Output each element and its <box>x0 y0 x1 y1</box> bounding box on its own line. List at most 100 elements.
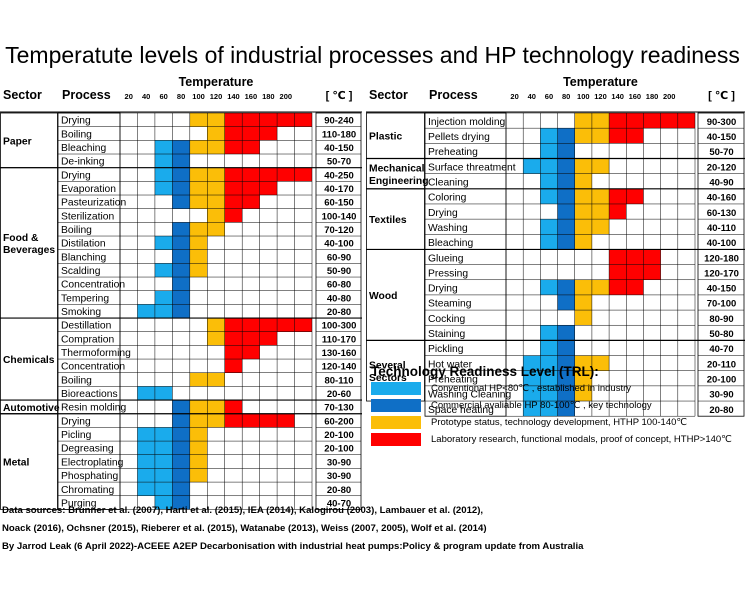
panel1-heat-cell <box>172 222 190 237</box>
panel2-heat-cell <box>591 279 610 295</box>
panel1-heat-cell <box>172 413 190 428</box>
panel1-heat-cell <box>172 140 190 155</box>
panel1-heat-cell <box>224 331 243 346</box>
panel1-heat-cell <box>224 140 243 155</box>
data-sources: Data sources: Brunner et al. (2007), Har… <box>2 502 742 556</box>
panel1-heat-cell <box>154 427 173 442</box>
panel1-heat-cell <box>224 181 243 196</box>
panel1-heat-cell <box>137 454 155 469</box>
panel2-heat-cell <box>677 113 695 129</box>
panel2-range-label: 40-110 <box>707 223 736 234</box>
panel2-range-label: 40-70 <box>709 344 733 355</box>
panel2-range-label: 40-150 <box>707 284 737 295</box>
panel2-heat-cell <box>626 279 644 295</box>
panel2-heat-cell <box>557 294 575 311</box>
panel2-range-label: 50-70 <box>709 147 733 158</box>
panel1-heat-cell <box>242 331 260 346</box>
panel1-tick-label: 40 <box>142 92 150 101</box>
panel1-heat-cell <box>172 441 190 455</box>
panel1-heat-cell <box>189 222 208 237</box>
panel1-heat-cell <box>137 441 155 455</box>
panel1-range-label: 20-60 <box>327 389 351 400</box>
panel2-range-label: 50-80 <box>709 329 733 340</box>
panel2-heat-cell <box>523 355 541 371</box>
panel1-heat-cell <box>137 482 155 496</box>
panel2-heat-cell <box>609 249 627 265</box>
panel1-heat-cell <box>207 400 225 414</box>
panel2-heat-cell <box>540 158 558 174</box>
panel2-heat-cell <box>557 128 575 144</box>
panel2-process-label: Pressing <box>428 268 468 279</box>
panel1-heat-cell <box>172 236 190 250</box>
panel2-heat-cell <box>591 355 610 371</box>
panel2-heat-cell <box>591 158 610 174</box>
panel1-heat-cell <box>207 222 225 237</box>
panel1-heat-cell <box>189 236 208 250</box>
panel2-heat-cell <box>574 203 592 220</box>
panel1-heat-cell <box>242 140 260 155</box>
panel1-range-label: 40-80 <box>327 293 351 304</box>
legend-label-commercial: Commercial avaliable HP 80-100℃ , key te… <box>431 400 652 411</box>
panel1-process-label: Pasteurization <box>61 198 127 209</box>
panel2-heat-cell <box>540 128 558 144</box>
panel2-heat-cell <box>557 401 575 417</box>
panel2-heat-cell <box>557 143 575 159</box>
panel1-process-label: Tempering <box>61 293 109 304</box>
panel1-process-label: Bioreactions <box>61 389 118 400</box>
panel1-heat-cell <box>154 454 173 469</box>
panel2-tick-label: 200 <box>663 92 676 101</box>
panel2-sector-label: Plastic <box>369 132 402 143</box>
panel1-heat-cell <box>207 167 225 182</box>
legend-swatch-prototype <box>371 416 421 429</box>
panel1-heat-cell <box>189 372 208 387</box>
panel1-heat-cell <box>172 427 190 442</box>
panel2-process-label: Hot water <box>428 359 473 370</box>
panel1-heat-cell <box>189 468 208 483</box>
panel1-heat-cell <box>242 167 260 182</box>
panel2-heat-cell <box>591 188 610 204</box>
panel1-range-label: 50-70 <box>327 157 351 168</box>
panel1-heat-cell <box>172 277 190 291</box>
panel2-heat-cell <box>591 113 610 129</box>
panel2-range-label: 40-150 <box>707 132 737 143</box>
panel1-range-label: 20-80 <box>327 485 351 496</box>
panel2-heat-cell <box>540 188 558 204</box>
legend-label-laboratory: Laboratory research, functional modals, … <box>431 434 732 445</box>
panel2-process-label: Preheating <box>428 147 478 158</box>
panel1-range-label: 50-90 <box>327 266 351 277</box>
panel2-heat-cell <box>574 158 592 174</box>
panel2-heat-cell <box>557 325 575 341</box>
panel1-heat-cell <box>172 495 190 510</box>
panel1-heat-cell <box>154 140 173 155</box>
panel1-heat-cell <box>189 427 208 442</box>
panel1-heat-cell <box>189 441 208 455</box>
panel2-heat-cell <box>557 203 575 220</box>
panel1-tick-label: 120 <box>210 92 223 101</box>
panel2-heat-cell <box>609 279 627 295</box>
legend-label-prototype: Prototype status, technology development… <box>431 417 688 428</box>
panel1-heat-cell <box>224 318 243 332</box>
panel1-tick-label: 140 <box>227 92 240 101</box>
panel1-process-label: Boiling <box>61 129 92 140</box>
panel2-range-label: 60-130 <box>707 208 737 219</box>
panel1-heat-cell <box>242 181 260 196</box>
panel2-heat-cell <box>540 279 558 295</box>
panel2-heat-cell <box>574 113 592 129</box>
panel1-range-label: 110-180 <box>322 129 356 140</box>
panel1-heat-cell <box>189 454 208 469</box>
panel1-sector-header: Sector <box>3 88 42 102</box>
panel1-process-label: Drying <box>61 416 91 427</box>
panel2-range-label: 80-90 <box>709 314 733 325</box>
panel1-heat-cell <box>224 345 243 360</box>
panel2-heat-cell <box>540 401 558 417</box>
panel2-heat-cell <box>626 113 644 129</box>
panel1-process-label: Chromating <box>61 485 114 496</box>
panel2-heat-cell <box>643 113 661 129</box>
panel2-process-label: Space heating <box>428 405 494 416</box>
panel1-heat-cell <box>189 400 208 414</box>
panel2-range-label: 20-120 <box>707 162 737 173</box>
sources-line-1: Data sources: Brunner et al. (2007), Har… <box>2 505 484 516</box>
panel2-tick-label: 140 <box>611 92 624 101</box>
panel1-heat-cell <box>207 113 225 127</box>
